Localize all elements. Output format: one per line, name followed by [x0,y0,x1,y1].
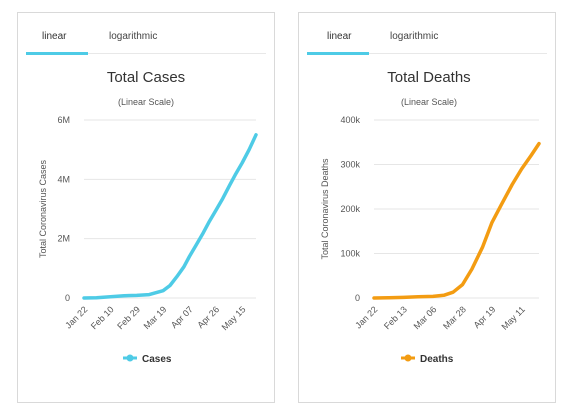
chart-subtitle: (Linear Scale) [118,97,174,107]
x-tick-label: Jan 22 [353,304,379,330]
y-tick-label: 0 [355,293,360,303]
x-tick-label: Mar 28 [441,304,468,331]
y-tick-label: 300k [340,160,360,170]
cases-chart-panel: linear logarithmic Total Cases (Linear Sc… [17,12,275,403]
chart-subtitle: (Linear Scale) [401,97,457,107]
y-axis-title: Total Coronavirus Deaths [320,158,330,260]
y-tick-label: 400k [340,115,360,125]
x-tick-label: Feb 29 [115,304,142,331]
active-tab-indicator [307,52,369,55]
x-tick-label: Mar 19 [142,304,169,331]
x-tick-label: Mar 06 [412,304,439,331]
legend-label: Cases [142,354,172,365]
chart-title: Total Cases [107,69,185,86]
deaths-chart: Total Deaths (Linear Scale) 0 100k 200k 300k 4… [320,69,541,365]
series-line [82,133,258,300]
y-tick-label: 0 [65,293,70,303]
y-tick-label: 200k [340,204,360,214]
legend-marker [126,354,134,362]
tab-logarithmic[interactable]: logarithmic [390,31,439,42]
deaths-chart-panel: linear logarithmic Total Deaths (Linear S… [298,12,556,403]
x-tick-label: Feb 13 [382,304,409,331]
legend-marker [404,354,412,362]
scale-tabs: linear logarithmic [26,13,266,55]
y-tick-label: 4M [57,174,70,184]
x-tick-label: Apr 19 [472,304,498,330]
chart-title: Total Deaths [387,69,470,86]
tab-logarithmic[interactable]: logarithmic [109,31,158,42]
tab-linear[interactable]: linear [42,31,67,42]
x-tick-label: Jan 22 [63,304,89,330]
scale-tabs: linear logarithmic [307,13,547,55]
x-tick-label: May 15 [220,304,248,332]
cases-chart: Total Cases (Linear Scale) 0 2M 4M 6M Total Co… [38,69,258,365]
x-tick-label: May 11 [499,304,526,331]
x-tick-label: Apr 07 [169,304,195,330]
legend-label: Deaths [420,354,454,365]
y-axis-title: Total Coronavirus Cases [38,159,48,258]
x-tick-label: Feb 10 [89,304,116,331]
tab-linear[interactable]: linear [327,31,352,42]
y-tick-label: 6M [57,115,70,125]
y-tick-label: 100k [340,249,360,259]
x-tick-label: Apr 26 [195,304,221,330]
y-tick-label: 2M [57,234,70,244]
series-line [372,141,541,300]
active-tab-indicator [26,52,88,55]
